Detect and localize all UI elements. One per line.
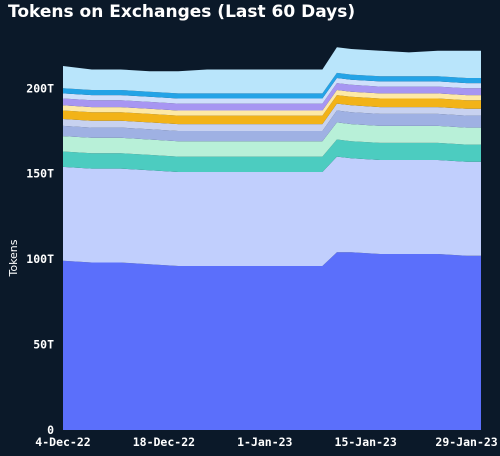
y-tick-label: 200T — [26, 81, 54, 95]
series-area-6 — [63, 103, 481, 131]
y-axis-ticks: 0 50T 100T 150T 200T — [26, 81, 54, 437]
series-area-8 — [63, 90, 481, 116]
x-tick-label: 18-Dec-22 — [133, 435, 195, 449]
y-tick-label: 100T — [26, 252, 54, 266]
x-tick-label: 15-Jan-23 — [335, 435, 397, 449]
series-area-5 — [63, 110, 481, 142]
series-area-3 — [63, 139, 481, 172]
y-tick-label: 150T — [26, 167, 54, 181]
x-tick-label: 4-Dec-22 — [35, 435, 90, 449]
series-area-10 — [63, 78, 481, 104]
series-area-12 — [63, 47, 481, 94]
series-area-2 — [63, 156, 481, 266]
series-area-1 — [63, 252, 481, 430]
series-area-11 — [63, 72, 481, 99]
y-axis-label: Tokens — [7, 239, 20, 277]
x-tick-label: 29-Jan-23 — [435, 435, 497, 449]
x-axis-ticks: 4-Dec-22 18-Dec-22 1-Jan-23 15-Jan-23 29-Jan… — [35, 435, 498, 449]
y-tick-label: 50T — [33, 338, 54, 352]
y-tick-label: 0 — [47, 423, 54, 437]
series-area-7 — [63, 95, 481, 125]
series-areas — [63, 47, 481, 430]
series-area-9 — [63, 83, 481, 111]
chart-title: Tokens on Exchanges (Last 60 Days) — [8, 2, 356, 22]
series-area-4 — [63, 122, 481, 157]
x-tick-label: 1-Jan-23 — [237, 435, 292, 449]
